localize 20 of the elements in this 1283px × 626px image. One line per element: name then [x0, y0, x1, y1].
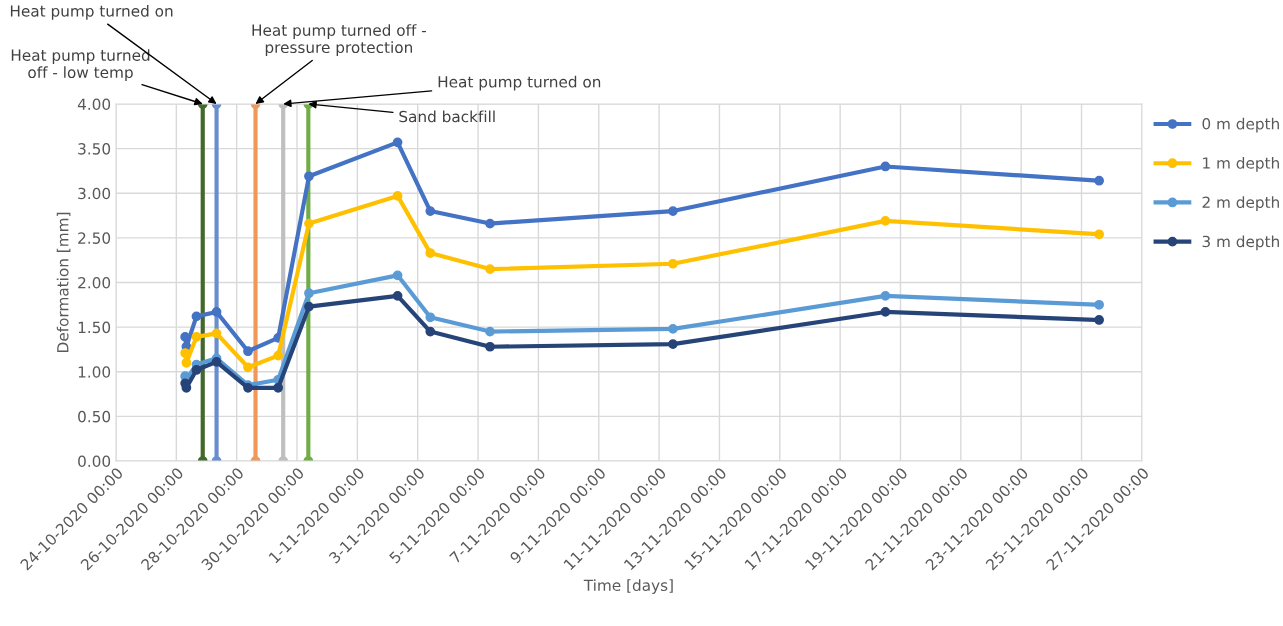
legend-label: 0 m depth [1202, 117, 1279, 133]
y-tick-label: 1.00 [78, 366, 111, 378]
annotation: Heat pump turned off - pressure protection [252, 24, 426, 57]
y-tick-label: 0.00 [78, 455, 111, 468]
y-tick-label: 3.50 [78, 143, 111, 155]
x-axis-title: Time [days] [583, 579, 673, 594]
y-tick-label: 2.00 [78, 276, 111, 289]
y-tick-label: 4.00 [77, 98, 111, 110]
legend-label: 3 m depth [1202, 235, 1279, 251]
y-tick-label: 3.00 [78, 187, 111, 200]
legend-label: 2 m depth [1202, 196, 1279, 211]
y-tick-label: 0.50 [78, 410, 111, 423]
y-tick-label: 1.50 [78, 321, 111, 334]
legend-label: 1 m depth [1203, 156, 1279, 172]
annotation: Heat pump turned on [438, 75, 601, 91]
annotation: Sand backfill [399, 110, 495, 123]
y-tick-label: 2.50 [78, 232, 111, 244]
y-axis-title: Deformation [mm] [56, 212, 71, 352]
annotation: Heat pump turned off - low temp [11, 49, 150, 82]
annotation: Heat pump turned on [10, 4, 173, 20]
